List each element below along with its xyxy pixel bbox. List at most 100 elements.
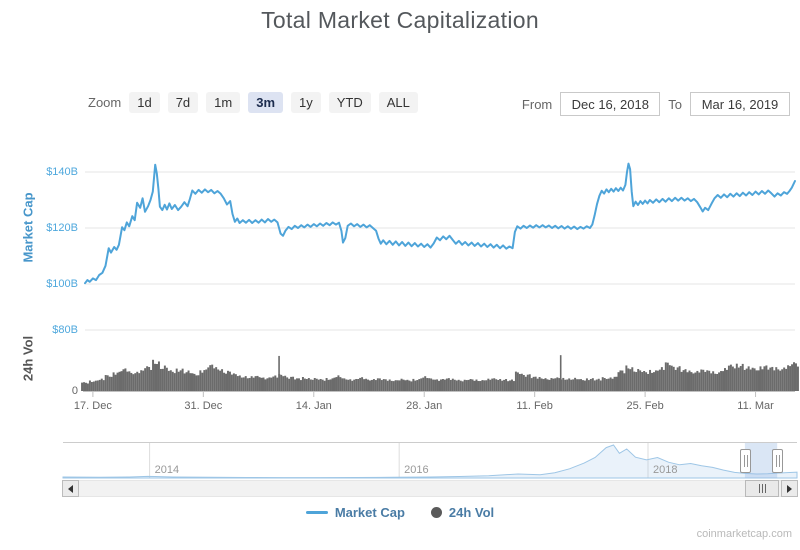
volume-bar — [86, 383, 89, 391]
volume-bar — [357, 379, 360, 391]
volume-bar — [611, 378, 614, 391]
from-date-input[interactable] — [560, 92, 661, 116]
market-cap-line-series — [84, 162, 796, 285]
volume-bar — [680, 371, 683, 391]
volume-bar — [554, 378, 557, 391]
legend-item-24h-vol[interactable]: 24h Vol — [430, 505, 494, 520]
volume-bar — [578, 379, 581, 391]
volume-bar — [562, 377, 565, 391]
volume-bar — [753, 368, 756, 391]
volume-bar — [566, 379, 569, 391]
volume-bar — [787, 365, 790, 391]
volume-bar — [576, 379, 579, 391]
volume-bar — [250, 376, 253, 391]
volume-bar — [733, 368, 736, 391]
volume-bar — [144, 368, 147, 391]
volume-bar — [664, 362, 667, 391]
volume-bar — [473, 380, 476, 391]
volume-bar — [574, 377, 577, 391]
volume-bar — [428, 378, 431, 391]
volume-bar — [376, 378, 379, 391]
volume-bar — [157, 361, 160, 391]
volume-bar — [605, 379, 608, 391]
zoom-button-7d[interactable]: 7d — [167, 92, 199, 113]
volume-bar — [589, 378, 592, 391]
volume-bar — [585, 378, 588, 391]
zoom-button-3m[interactable]: 3m — [248, 92, 284, 113]
volume-bar — [211, 364, 214, 391]
volume-bar — [759, 366, 762, 391]
volume-bar — [609, 377, 612, 391]
volume-bar — [783, 367, 786, 391]
scrollbar-left-arrow[interactable] — [62, 480, 79, 497]
volume-bar — [727, 365, 730, 391]
volume-bar — [219, 370, 222, 391]
scrollbar-thumb[interactable] — [745, 480, 779, 497]
volume-bar — [639, 370, 642, 391]
volume-bar — [156, 364, 158, 391]
volume-bar — [410, 381, 413, 391]
scrollbar-track[interactable] — [62, 480, 798, 497]
volume-bar — [426, 378, 429, 391]
volume-bar — [623, 373, 626, 391]
volume-bar — [370, 379, 373, 391]
volume-bar — [729, 364, 732, 391]
scrollbar-right-arrow[interactable] — [781, 480, 798, 497]
volume-bar — [185, 372, 188, 391]
volume-bar — [649, 369, 652, 391]
volume-bar — [716, 374, 719, 391]
volume-bar — [749, 369, 752, 391]
volume-bar — [240, 377, 243, 391]
navigator-handle-right[interactable] — [772, 449, 783, 473]
navigator-handle-left[interactable] — [740, 449, 751, 473]
volume-bar — [197, 375, 200, 391]
circle-marker-icon — [430, 507, 442, 518]
volume-bar — [603, 377, 606, 391]
volume-bar — [593, 380, 596, 391]
legend-item-market-cap[interactable]: Market Cap — [305, 505, 405, 520]
volume-bar — [83, 382, 85, 391]
volume-bar — [270, 377, 273, 391]
volume-bar — [511, 379, 513, 391]
zoom-button-1m[interactable]: 1m — [206, 92, 241, 113]
volume-bar — [739, 366, 742, 391]
volume-bar — [335, 377, 338, 391]
volume-bar — [505, 379, 508, 391]
volume-bar — [384, 379, 387, 391]
zoom-button-1y[interactable]: 1y — [291, 92, 321, 113]
volume-bar — [694, 372, 697, 391]
to-date-input[interactable] — [690, 92, 790, 116]
volume-bar — [546, 379, 549, 391]
volume-bar — [528, 374, 531, 391]
volume-bar — [372, 379, 375, 391]
volume-bar — [232, 373, 235, 391]
volume-bar — [96, 380, 99, 391]
volume-bar — [641, 372, 644, 391]
volume-bar — [724, 368, 726, 391]
volume-bar — [702, 369, 705, 391]
zoom-button-ytd[interactable]: YTD — [328, 92, 371, 113]
volume-bar — [408, 380, 411, 391]
zoom-button-all[interactable]: ALL — [378, 92, 418, 113]
volume-bar — [181, 368, 184, 391]
volume-bar — [765, 365, 768, 391]
volume-bar — [552, 378, 555, 391]
volume-bar — [769, 367, 772, 391]
volume-bar — [236, 376, 239, 391]
volume-bar — [134, 373, 137, 391]
volume-bar — [591, 378, 594, 391]
volume-bar — [722, 371, 724, 391]
volume-bar — [601, 377, 604, 391]
zoom-button-1d[interactable]: 1d — [129, 92, 160, 113]
volume-bar — [568, 378, 571, 391]
volume-bar — [755, 370, 758, 391]
volume-bar — [422, 377, 425, 391]
volume-bar — [276, 377, 279, 391]
volume-bar — [132, 374, 135, 391]
volume-bar — [477, 381, 480, 391]
volume-bar — [597, 378, 600, 391]
volume-bar — [339, 377, 342, 391]
volume-bar — [708, 370, 711, 391]
volume-bar — [635, 372, 638, 391]
